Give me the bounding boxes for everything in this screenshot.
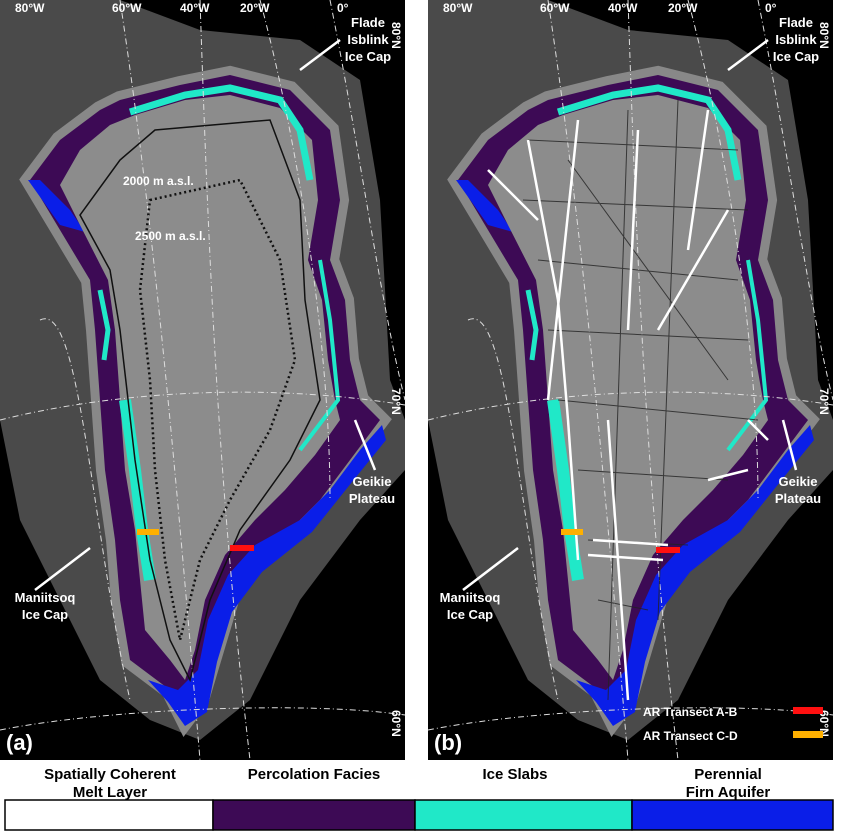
legend: Spatially Coherent Melt Layer Percolatio…: [4, 766, 834, 831]
contour-2000: [79, 119, 321, 683]
panel-b: 80°W 60°W 40°W 20°W 0° 80°N 70°N 60°N Fl…: [428, 0, 833, 760]
lat-label: 80°N: [817, 22, 831, 49]
panel-a: 80°W 60°W 40°W 20°W 0° 80°N 70°N 60°N 20…: [0, 0, 405, 760]
contour-label: 2000 m a.s.l.: [123, 174, 194, 188]
contour-2500: [138, 178, 297, 641]
map: [0, 0, 405, 760]
transect-cd: [137, 529, 159, 535]
place-label: Flade: [779, 15, 813, 30]
lat-label: 80°N: [389, 22, 403, 49]
transect-ab: [656, 547, 680, 553]
place-label: Ice Cap: [22, 607, 68, 622]
lat-label: 70°N: [817, 388, 831, 415]
place-label: Ice Cap: [447, 607, 493, 622]
transect-ab: [230, 545, 254, 551]
legend-swatch: [212, 799, 416, 831]
place-label: Plateau: [775, 491, 821, 506]
lon-label: 20°W: [668, 1, 698, 15]
lat-label: 60°N: [817, 710, 831, 737]
lon-label: 60°W: [112, 1, 142, 15]
place-label: Isblink: [775, 32, 817, 47]
transect-swatch: [793, 731, 823, 738]
lon-label: 0°: [765, 1, 777, 15]
lon-label: 40°W: [608, 1, 638, 15]
legend-swatch: [4, 799, 214, 831]
place-label: Flade: [351, 15, 385, 30]
lon-label: 80°W: [443, 1, 473, 15]
panel-label: (b): [434, 730, 462, 755]
place-label: Plateau: [349, 491, 395, 506]
legend-label: Melt Layer: [73, 784, 147, 801]
lon-label: 20°W: [240, 1, 270, 15]
place-label: Isblink: [347, 32, 389, 47]
legend-label: Perennial: [694, 766, 762, 783]
legend-label: Firn Aquifer: [686, 784, 771, 801]
transect-cd: [561, 529, 583, 535]
lon-label: 40°W: [180, 1, 210, 15]
lon-label: 60°W: [540, 1, 570, 15]
lat-label: 70°N: [389, 388, 403, 415]
place-label: Geikie: [778, 474, 817, 489]
panel-label: (a): [6, 730, 33, 755]
map: [428, 0, 833, 760]
place-label: Ice Cap: [773, 49, 819, 64]
lon-label: 80°W: [15, 1, 45, 15]
place-label: Ice Cap: [345, 49, 391, 64]
lon-label: 0°: [337, 1, 349, 15]
place-label: Geikie: [352, 474, 391, 489]
legend-swatch: [414, 799, 633, 831]
place-label: Maniitsoq: [15, 590, 76, 605]
transect-name: AR Transect A-B: [643, 705, 738, 719]
place-label: Maniitsoq: [440, 590, 501, 605]
legend-label: Percolation Facies: [248, 766, 381, 783]
legend-swatch: [631, 799, 834, 831]
lat-label: 60°N: [389, 710, 403, 737]
contour-label: 2500 m a.s.l.: [135, 229, 206, 243]
legend-label: Spatially Coherent: [44, 766, 176, 783]
transect-swatch: [793, 707, 823, 714]
transect-name: AR Transect C-D: [643, 729, 738, 743]
legend-label: Ice Slabs: [482, 766, 547, 783]
